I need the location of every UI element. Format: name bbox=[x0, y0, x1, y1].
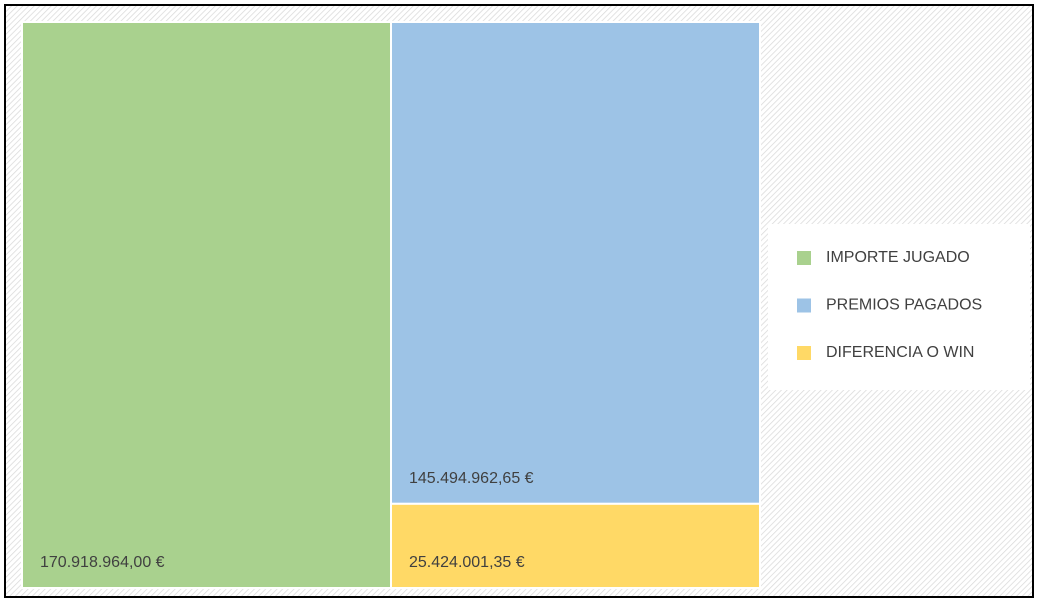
legend-label: DIFERENCIA O WIN bbox=[826, 344, 974, 361]
value-label: 170.918.964,00 € bbox=[40, 554, 165, 571]
legend-swatch bbox=[797, 251, 811, 265]
legend-label: PREMIOS PAGADOS bbox=[826, 297, 982, 314]
treemap-tile bbox=[390, 21, 761, 505]
value-label: 145.494.962,65 € bbox=[409, 470, 534, 487]
value-label: 25.424.001,35 € bbox=[409, 554, 525, 571]
treemap-tile bbox=[21, 21, 392, 589]
treemap-tile bbox=[390, 502, 761, 589]
legend-label: IMPORTE JUGADO bbox=[826, 249, 970, 266]
legend-swatch bbox=[797, 346, 811, 360]
legend-swatch bbox=[797, 298, 811, 313]
legend-box bbox=[768, 224, 1030, 390]
